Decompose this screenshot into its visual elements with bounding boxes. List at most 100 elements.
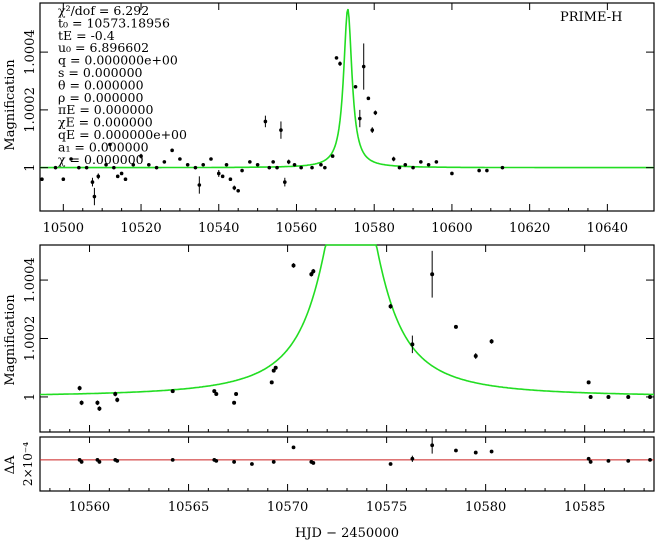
zoom-point	[97, 406, 102, 411]
overview-point	[123, 177, 128, 182]
overview-xtick-label: 10500	[43, 221, 84, 236]
zoom-point	[271, 368, 276, 373]
overview-panel: 10500 10520 10540 10560 10580 10600 10620 10640…	[23, 3, 654, 236]
zoom-panel: 1 1.0002 1.0004	[23, 244, 654, 432]
fit-parameter-line: a₁ = 0.000000	[58, 139, 149, 154]
overview-point	[185, 162, 190, 167]
overview-point	[450, 171, 454, 176]
overview-point	[193, 165, 198, 170]
zoom-panel-frame	[39, 244, 655, 433]
zoom-point	[232, 400, 237, 405]
residual-point	[170, 457, 175, 462]
overview-panel-frame	[39, 2, 655, 212]
zoom-point	[489, 339, 494, 344]
zoom-ytick-label: 1.0004	[23, 257, 38, 303]
overview-point	[224, 162, 229, 167]
overview-point	[299, 165, 303, 170]
zoom-point	[214, 392, 219, 397]
fit-parameter-line: χ = 0.000000	[58, 152, 144, 167]
residual-xtick-label: 10560	[69, 500, 110, 515]
residual-panel: 10560 10565 10570 10575 10580 10585	[40, 437, 654, 515]
overview-point	[162, 160, 167, 164]
residual-point	[606, 458, 611, 463]
zoom-point	[453, 324, 458, 329]
overview-point	[255, 162, 260, 167]
fit-parameter-line: χE = 0.000000	[58, 115, 153, 130]
fit-parameter-line: χ²/dof = 6.292	[58, 3, 149, 18]
overview-point	[248, 160, 252, 164]
overview-point	[69, 157, 73, 161]
residual-point	[232, 460, 237, 464]
fit-parameter-line: πE = 0.000000	[58, 102, 153, 117]
residual-xtick-label: 10565	[168, 500, 209, 515]
overview-point	[92, 194, 97, 199]
residual-xtick-label: 10585	[564, 500, 605, 515]
zoom-model-curve	[39, 244, 654, 396]
residual-point	[79, 460, 84, 464]
overview-xtick-label: 10540	[198, 221, 239, 236]
residual-xtick-label: 10580	[465, 500, 506, 515]
residual-point	[250, 462, 254, 466]
zoom-point	[273, 365, 278, 370]
residual-point	[489, 449, 494, 454]
overview-ylabel: Magnification	[3, 59, 18, 151]
overview-point	[403, 162, 408, 167]
overview-point	[279, 128, 283, 132]
zoom-point	[79, 400, 84, 405]
zoom-point	[626, 394, 631, 399]
overview-xtick-label: 10600	[431, 221, 472, 236]
overview-point	[170, 148, 174, 153]
zoom-point	[309, 272, 314, 277]
overview-point	[271, 160, 275, 164]
fit-parameter-line: q = 0.000000e+00	[58, 53, 178, 68]
overview-point	[263, 119, 268, 124]
residual-point	[214, 458, 219, 463]
overview-point	[286, 160, 291, 164]
overview-point	[61, 177, 66, 182]
overview-point	[209, 157, 213, 161]
overview-point	[411, 165, 415, 170]
overview-point	[119, 171, 124, 176]
overview-point	[139, 154, 143, 158]
residual-point	[291, 445, 296, 450]
overview-point	[361, 64, 366, 69]
overview-point	[434, 160, 439, 164]
residual-point	[115, 458, 120, 463]
zoom-point	[311, 269, 316, 274]
overview-model-curve	[40, 8, 654, 169]
fit-parameter-line: t₀ = 10573.18956	[58, 15, 170, 30]
zoom-point	[291, 263, 296, 268]
overview-point	[275, 165, 279, 170]
overview-point	[84, 165, 89, 170]
zoom-ylabel: Magnification	[3, 294, 18, 386]
fit-parameter-line: qE = 0.000000e+00	[58, 127, 187, 142]
fit-parameter-line: ρ = 0.000000	[58, 90, 143, 105]
residual-point	[648, 457, 652, 462]
zoom-point	[115, 397, 120, 402]
overview-point	[391, 157, 396, 161]
overview-point	[104, 162, 108, 167]
overview-point	[283, 180, 287, 184]
overview-ytick-label: 1	[23, 164, 38, 172]
x-axis-label: HJD − 2450000	[295, 526, 399, 541]
zoom-point	[113, 392, 118, 397]
zoom-ytick-label: 1.0002	[23, 316, 38, 362]
overview-point	[232, 186, 237, 190]
overview-ytick-label: 1.0004	[23, 29, 38, 75]
zoom-point	[473, 354, 478, 359]
overview-point	[426, 162, 431, 167]
zoom-point	[170, 389, 175, 394]
zoom-point	[648, 394, 653, 399]
overview-point	[53, 165, 58, 170]
overview-point	[397, 165, 402, 170]
overview-point	[147, 162, 151, 167]
overview-point	[96, 174, 101, 179]
zoom-ytick-label: 1	[23, 393, 38, 401]
residual-panel-frame	[39, 436, 655, 492]
residual-xtick-label: 10575	[366, 500, 407, 515]
overview-point	[310, 165, 314, 170]
residual-ytick-label: 2×10⁻⁴	[21, 442, 35, 486]
overview-point	[370, 128, 375, 132]
